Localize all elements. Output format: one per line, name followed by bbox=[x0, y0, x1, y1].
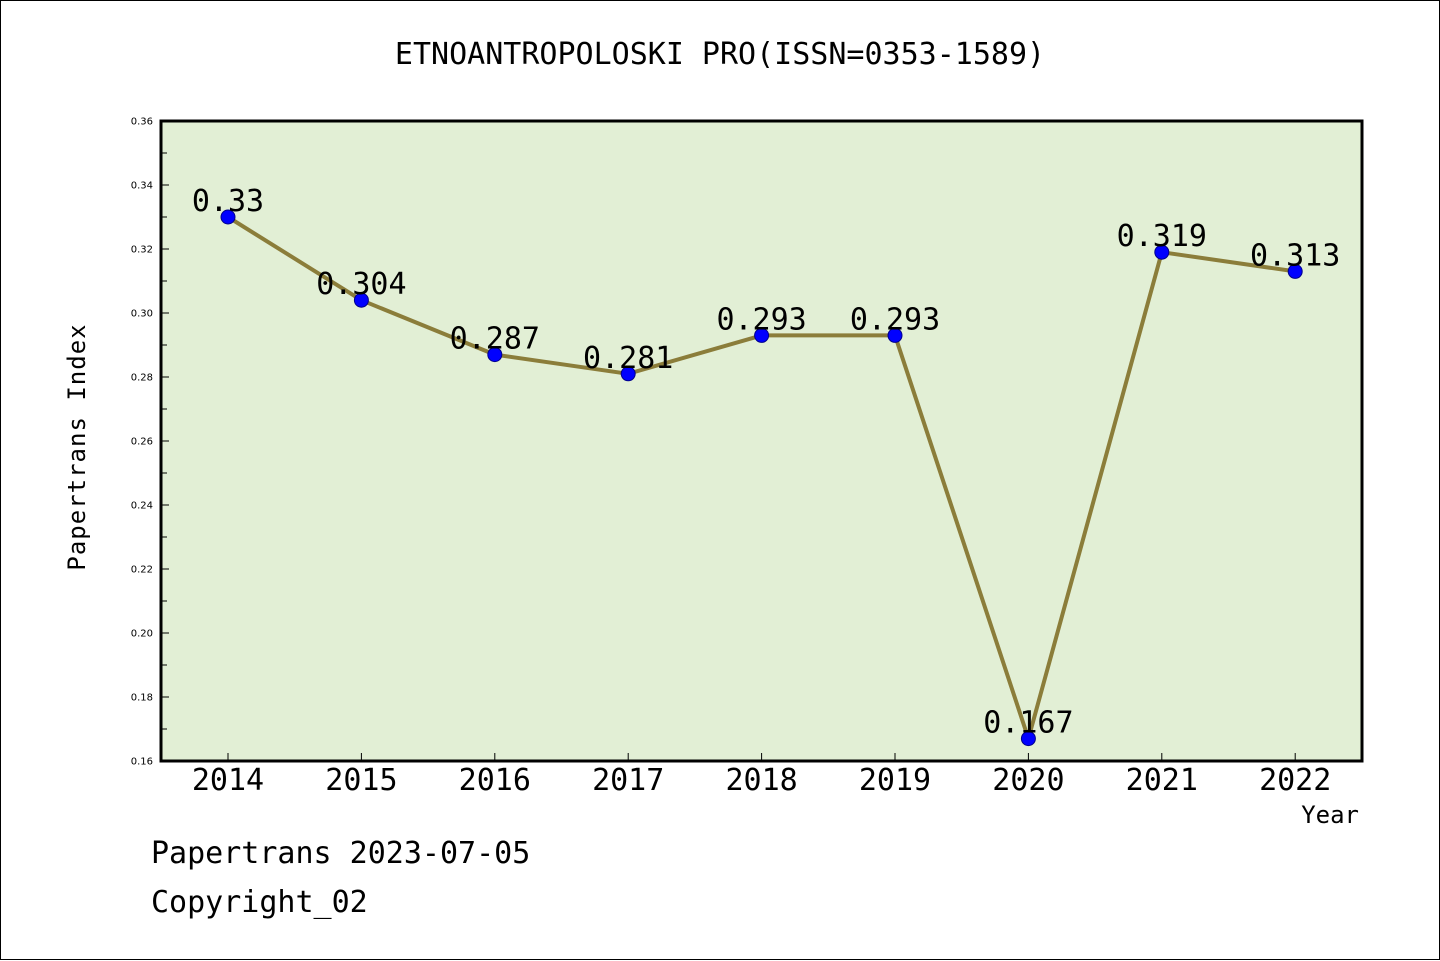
x-tick-label: 2020 bbox=[992, 763, 1064, 798]
x-tick-label: 2017 bbox=[592, 763, 664, 798]
data-label: 0.293 bbox=[850, 302, 940, 337]
y-tick-label: 0.34 bbox=[131, 181, 153, 192]
data-label: 0.167 bbox=[983, 706, 1073, 741]
data-point bbox=[887, 327, 903, 343]
y-tick-label: 0.28 bbox=[131, 373, 153, 384]
data-label: 0.313 bbox=[1250, 238, 1340, 273]
data-label: 0.33 bbox=[192, 184, 264, 219]
y-tick-label: 0.16 bbox=[131, 757, 153, 768]
y-tick-label: 0.30 bbox=[131, 309, 153, 320]
footer-copyright: Copyright_02 bbox=[151, 885, 368, 920]
data-point bbox=[1287, 263, 1303, 279]
x-tick-label: 2022 bbox=[1259, 763, 1331, 798]
x-tick-label: 2016 bbox=[459, 763, 531, 798]
data-point bbox=[487, 347, 503, 363]
data-point bbox=[220, 209, 236, 225]
data-point bbox=[1154, 244, 1170, 260]
data-point bbox=[754, 327, 770, 343]
y-tick-label: 0.20 bbox=[131, 629, 153, 640]
x-tick-label: 2014 bbox=[192, 763, 264, 798]
plot-area bbox=[161, 121, 1362, 761]
data-label: 0.287 bbox=[450, 322, 540, 357]
x-tick-label: 2019 bbox=[859, 763, 931, 798]
data-point bbox=[620, 366, 636, 382]
x-tick-label: 2018 bbox=[725, 763, 797, 798]
y-tick-label: 0.36 bbox=[131, 117, 153, 128]
data-label: 0.293 bbox=[716, 302, 806, 337]
plot-border bbox=[159, 119, 1364, 763]
data-label: 0.281 bbox=[583, 341, 673, 376]
footer-date: Papertrans 2023-07-05 bbox=[151, 836, 531, 871]
x-tick-label: 2015 bbox=[325, 763, 397, 798]
x-tick-label: 2021 bbox=[1126, 763, 1198, 798]
data-point bbox=[353, 292, 369, 308]
y-tick-label: 0.24 bbox=[131, 501, 153, 512]
y-tick-label: 0.32 bbox=[131, 245, 153, 256]
data-label: 0.319 bbox=[1117, 219, 1207, 254]
y-tick-label: 0.22 bbox=[131, 565, 153, 576]
y-tick-label: 0.26 bbox=[131, 437, 153, 448]
data-point bbox=[1020, 731, 1036, 747]
data-label: 0.304 bbox=[316, 267, 406, 302]
y-tick-label: 0.18 bbox=[131, 693, 153, 704]
chart-title: ETNOANTROPOLOSKI PRO(ISSN=0353-1589) bbox=[394, 37, 1046, 72]
x-axis-label: Year bbox=[1301, 801, 1359, 829]
